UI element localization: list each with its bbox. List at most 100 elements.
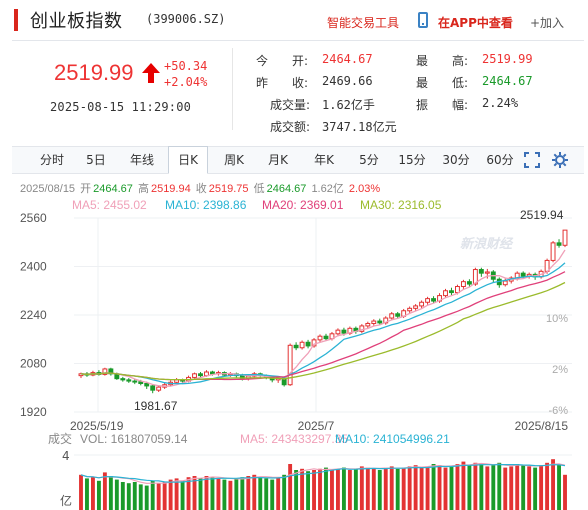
volume-bar	[341, 467, 346, 510]
volume-bar	[90, 477, 95, 510]
volume-bar	[497, 462, 502, 510]
volume-bar	[467, 465, 472, 510]
volume-bar	[533, 467, 538, 510]
volume-bar	[138, 484, 143, 510]
candle-body	[138, 381, 144, 385]
volume-bar	[210, 477, 215, 510]
smart-trade-link[interactable]: 智能交易工具	[327, 16, 400, 30]
prev-close-value: 2469.66	[322, 74, 373, 88]
tab-weekly-k[interactable]: 周K	[224, 153, 244, 167]
volume-bar	[252, 474, 257, 510]
period-tabs: 分时 5日 年线 日K 周K 月K 年K 5分 15分 30分 60分	[12, 146, 584, 174]
volume-bar	[162, 482, 167, 510]
volume-bar	[306, 471, 311, 510]
volume-y-unit: 亿	[60, 493, 72, 508]
candle-body	[102, 368, 108, 375]
tab-daily-k[interactable]: 日K	[168, 146, 208, 174]
volume-bar	[365, 467, 370, 510]
candle-body	[449, 290, 454, 294]
volume-bar	[449, 466, 454, 510]
tab-yearline[interactable]: 年线	[129, 153, 154, 167]
tab-monthly-k[interactable]: 月K	[268, 153, 288, 167]
watermark: 新浪财经	[460, 237, 513, 252]
volume-bar	[551, 459, 556, 510]
candle-body	[419, 301, 425, 307]
volume-bar	[312, 470, 316, 510]
settings-icon[interactable]	[552, 152, 568, 168]
volume-bar	[126, 483, 131, 510]
candle-body	[359, 325, 365, 332]
tab-15min[interactable]: 15分	[398, 153, 426, 167]
view-in-app-link[interactable]: 在APP中查看	[438, 16, 513, 30]
volume-bar	[294, 470, 299, 510]
candle-body	[305, 341, 311, 347]
volume-bar	[557, 464, 561, 510]
tab-yearly-k[interactable]: 年K	[314, 153, 334, 167]
candle-body	[132, 380, 138, 383]
volume-bar	[473, 462, 478, 510]
quote-divider	[232, 48, 233, 130]
candle-body	[365, 322, 371, 327]
ohlc-high: 2519.94	[150, 183, 191, 195]
candle-body	[156, 386, 162, 391]
candle-body	[431, 298, 436, 302]
volume-bar	[437, 465, 442, 510]
volume-ma5-legend: MA5: 243433297.35	[240, 432, 348, 446]
amount-value: 3747.18亿元	[322, 120, 397, 134]
volume-bar	[383, 467, 388, 510]
high-label: 最 高:	[416, 54, 469, 68]
current-price: 2519.99	[54, 60, 134, 85]
volume-bar	[407, 466, 412, 510]
ma30-legend: MA30: 2316.05	[360, 198, 442, 212]
ohlc-low-label: 低	[253, 183, 265, 195]
ohlc-open-label: 开	[80, 183, 92, 195]
ohlc-date: 2025/08/15	[20, 183, 76, 195]
tab-30min[interactable]: 30分	[442, 153, 470, 167]
up-arrow-icon	[142, 63, 160, 83]
volume-ma10-line	[80, 464, 566, 483]
add-to-watchlist-button[interactable]: +加入	[530, 16, 565, 30]
ohlc-open: 2464.67	[93, 183, 133, 195]
volume-bar	[479, 464, 484, 510]
fullscreen-icon[interactable]	[524, 152, 540, 168]
tab-intraday[interactable]: 分时	[39, 153, 64, 167]
volume-bar	[539, 465, 544, 510]
candle-body	[192, 373, 197, 378]
candle-body	[389, 313, 395, 319]
candle-body	[287, 344, 293, 386]
volume-bar	[377, 470, 382, 510]
ohlc-close-label: 收	[195, 183, 207, 195]
candle-body	[78, 373, 84, 377]
volume-bar	[156, 483, 161, 510]
volume-bar	[443, 467, 448, 510]
ma10-line	[80, 262, 566, 385]
ohlc-readout: 2025/08/15 开 2464.67 高 2519.94 收 2519.75 低 2…	[20, 180, 382, 196]
low-value: 2464.67	[482, 74, 533, 88]
candle-body	[556, 242, 562, 246]
volume-bar	[246, 476, 251, 510]
stock-header: 创业板指数 (399006.SZ) 智能交易工具 在APP中查看 +加入	[0, 0, 588, 44]
ohlc-close: 2519.75	[208, 183, 249, 195]
candle-body	[520, 272, 526, 277]
volume-bar	[515, 464, 520, 510]
volume-bar	[144, 485, 149, 510]
volume-bar	[545, 462, 550, 510]
volume-bar	[228, 480, 233, 510]
candle-body	[293, 344, 299, 349]
phone-icon	[418, 12, 428, 28]
title-accent-bar	[14, 9, 18, 31]
ma20-legend: MA20: 2369.01	[262, 198, 344, 212]
ohlc-high-label: 高	[137, 183, 149, 195]
candle-body	[144, 383, 150, 387]
tab-5min[interactable]: 5分	[359, 153, 379, 167]
ohlc-pct: 2.03%	[348, 183, 381, 195]
candle-body	[466, 281, 472, 285]
tab-5day[interactable]: 5日	[86, 153, 106, 167]
volume-bar	[431, 464, 436, 510]
candle-body	[108, 368, 114, 375]
amplitude-value: 2.24%	[482, 96, 519, 110]
volume-bar	[455, 464, 460, 510]
volume-bar	[150, 480, 155, 510]
tab-60min[interactable]: 60分	[486, 153, 514, 167]
